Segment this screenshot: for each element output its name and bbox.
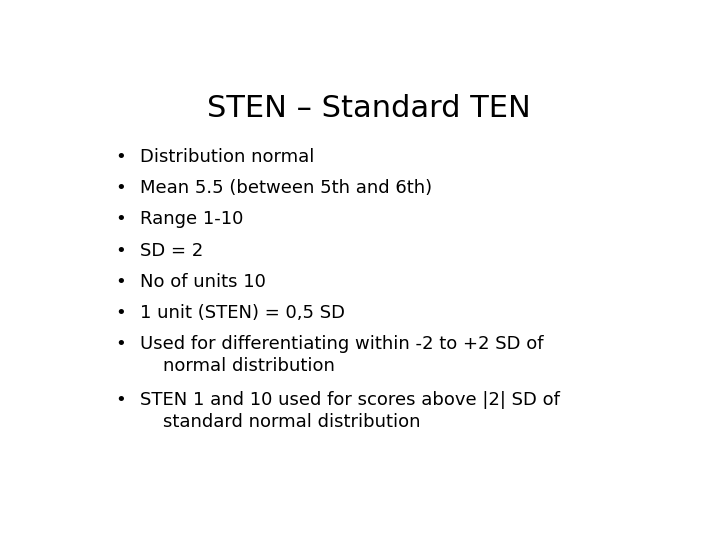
Text: Range 1-10: Range 1-10	[140, 210, 243, 228]
Text: •: •	[115, 148, 126, 166]
Text: STEN 1 and 10 used for scores above |2| SD of
    standard normal distribution: STEN 1 and 10 used for scores above |2| …	[140, 391, 560, 431]
Text: Mean 5.5 (between 5th and 6th): Mean 5.5 (between 5th and 6th)	[140, 179, 432, 197]
Text: •: •	[115, 304, 126, 322]
Text: Used for differentiating within -2 to +2 SD of
    normal distribution: Used for differentiating within -2 to +2…	[140, 335, 544, 375]
Text: •: •	[115, 241, 126, 260]
Text: STEN – Standard TEN: STEN – Standard TEN	[207, 94, 531, 123]
Text: Distribution normal: Distribution normal	[140, 148, 315, 166]
Text: •: •	[115, 335, 126, 353]
Text: 1 unit (STEN) = 0,5 SD: 1 unit (STEN) = 0,5 SD	[140, 304, 345, 322]
Text: •: •	[115, 391, 126, 409]
Text: •: •	[115, 273, 126, 291]
Text: •: •	[115, 210, 126, 228]
Text: SD = 2: SD = 2	[140, 241, 204, 260]
Text: •: •	[115, 179, 126, 197]
Text: No of units 10: No of units 10	[140, 273, 266, 291]
